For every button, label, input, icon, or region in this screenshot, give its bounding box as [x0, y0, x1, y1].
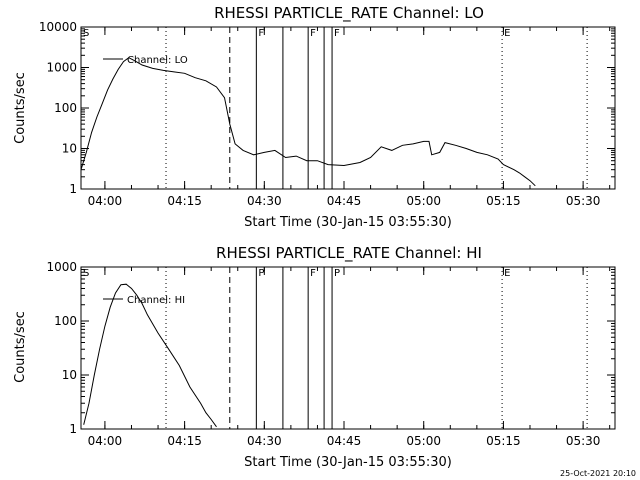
legend-label: Channel: HI — [127, 295, 185, 306]
y-tick-label: 10000 — [39, 20, 77, 34]
event-marker-label: P — [258, 268, 264, 279]
x-axis-ticks: 04:00 04:15 04:30 04:45 05:00 05:15 05:30 — [88, 267, 611, 448]
x-tick-label: 04:45 — [327, 434, 362, 448]
y-tick-label: 1000 — [46, 61, 77, 75]
event-marker-label: F — [310, 28, 316, 39]
legend-label: Channel: LO — [127, 55, 188, 66]
footer-timestamp: 25-Oct-2021 20:10 — [560, 469, 636, 478]
y-tick-label: 1000 — [46, 260, 77, 274]
x-axis-label: Start Time (30-Jan-15 03:55:30) — [244, 455, 452, 470]
start-marker-label: S — [83, 28, 89, 39]
x-tick-label: 04:15 — [167, 194, 202, 208]
x-tick-label: 05:15 — [486, 434, 521, 448]
x-axis-label: Start Time (30-Jan-15 03:55:30) — [244, 215, 452, 230]
x-tick-label: 04:15 — [167, 434, 202, 448]
x-tick-label: 04:00 — [88, 434, 123, 448]
x-tick-label: 04:30 — [247, 434, 282, 448]
series-line-hi — [83, 283, 217, 428]
event-marker-label: F — [310, 268, 316, 279]
x-tick-label: 05:30 — [566, 434, 601, 448]
y-tick-label: 1 — [69, 422, 77, 436]
y-tick-label: 100 — [54, 101, 77, 115]
y-axis-label: Counts/sec — [13, 72, 28, 144]
chart-panel-lo: RHESSI PARTICLE_RATE Channel: LO Start T… — [13, 4, 616, 230]
x-tick-label: 05:15 — [486, 194, 521, 208]
y-tick-label: 1 — [69, 182, 77, 196]
x-tick-label: 05:00 — [406, 434, 441, 448]
x-tick-label: 04:00 — [88, 194, 123, 208]
event-marker-label: E — [504, 28, 510, 39]
y-tick-label: 10 — [62, 142, 77, 156]
legend: Channel: HI — [103, 295, 185, 306]
x-tick-label: 04:30 — [247, 194, 282, 208]
chart-title: RHESSI PARTICLE_RATE Channel: HI — [216, 244, 482, 263]
event-marker-label: E — [504, 268, 510, 279]
plot-frame — [80, 266, 616, 430]
y-axis-ticks: 1 10 100 1000 — [46, 260, 615, 436]
event-marker-label: F — [334, 28, 340, 39]
y-tick-label: 100 — [54, 314, 77, 328]
x-tick-label: 05:00 — [406, 194, 441, 208]
series-line-lo — [80, 57, 536, 187]
x-tick-label: 04:45 — [327, 194, 362, 208]
y-tick-label: 10 — [62, 368, 77, 382]
chart-panel-hi: RHESSI PARTICLE_RATE Channel: HI Start T… — [13, 244, 616, 470]
y-axis-label: Counts/sec — [13, 311, 28, 383]
y-axis-ticks: 1 10 100 1000 10000 — [39, 20, 615, 196]
legend: Channel: LO — [103, 55, 188, 66]
x-tick-label: 05:30 — [566, 194, 601, 208]
chart-title: RHESSI PARTICLE_RATE Channel: LO — [214, 4, 484, 23]
x-axis-ticks: 04:00 04:15 04:30 04:45 05:00 05:15 05:30 — [88, 27, 611, 208]
start-marker-label: S — [83, 268, 89, 279]
event-marker-label: P — [334, 268, 340, 279]
event-marker-label: F — [258, 28, 264, 39]
